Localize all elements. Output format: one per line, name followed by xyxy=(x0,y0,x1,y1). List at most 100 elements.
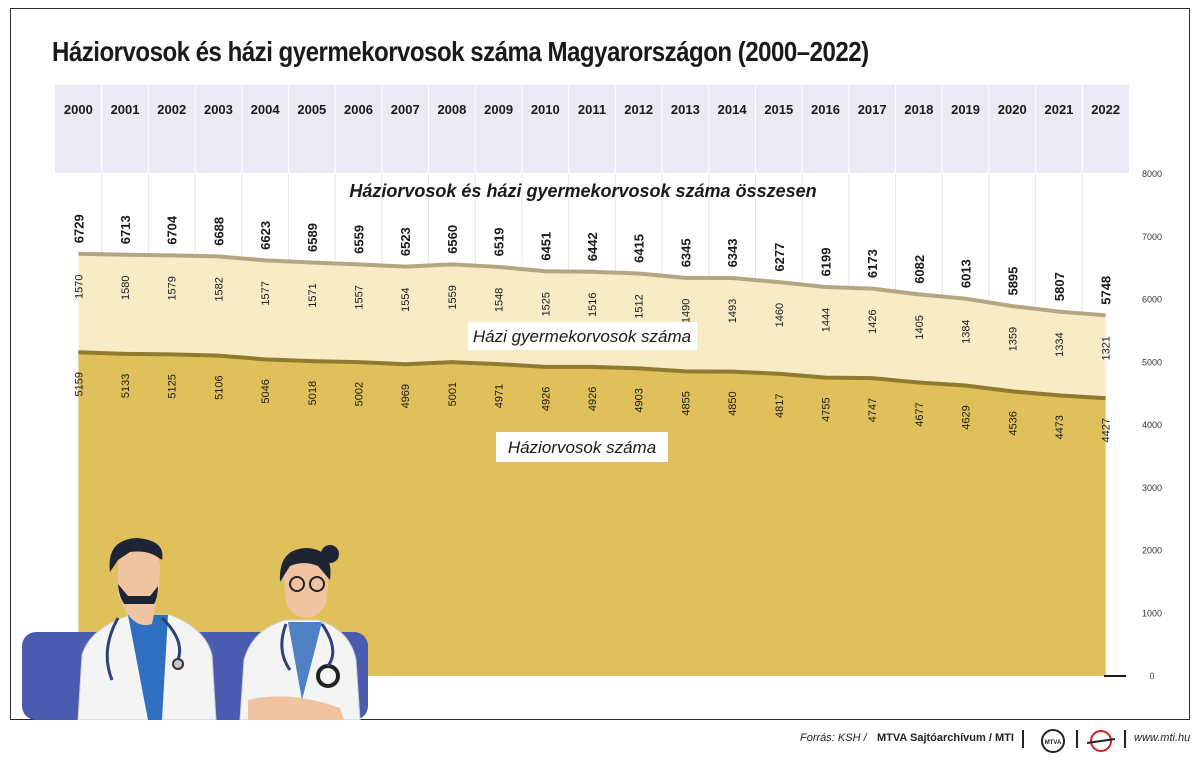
y-tick-label: 6000 xyxy=(1142,295,1162,305)
total-data-label: 6523 xyxy=(398,227,413,256)
gp-data-label: 4926 xyxy=(587,387,599,411)
year-label: 2013 xyxy=(671,102,700,117)
gp-label-box xyxy=(496,432,668,462)
year-label: 2018 xyxy=(904,102,933,117)
total-data-label: 6173 xyxy=(865,249,880,278)
total-data-label: 6442 xyxy=(585,232,600,261)
total-data-label: 6013 xyxy=(959,259,974,288)
pediatrician-data-label: 1426 xyxy=(867,309,879,333)
pediatrician-data-label: 1321 xyxy=(1101,336,1113,360)
year-label: 2000 xyxy=(64,102,93,117)
year-label: 2007 xyxy=(391,102,420,117)
gp-data-label: 4850 xyxy=(727,391,739,415)
website-link[interactable]: www.mti.hu xyxy=(1134,732,1191,744)
year-label: 2015 xyxy=(764,102,793,117)
y-tick-label: 4000 xyxy=(1142,420,1162,430)
y-tick-label: 8000 xyxy=(1142,169,1162,179)
gp-data-label: 4971 xyxy=(494,384,506,408)
total-data-label: 6519 xyxy=(492,227,507,256)
total-data-label: 6729 xyxy=(71,214,86,243)
y-tick-label: 0 xyxy=(1149,671,1154,681)
mtva-logo: MTVA xyxy=(1041,729,1065,753)
mti-logo xyxy=(1086,730,1116,752)
total-data-label: 6623 xyxy=(258,221,273,250)
year-label: 2022 xyxy=(1091,102,1120,117)
source-prefix: Forrás: KSH / xyxy=(800,732,867,744)
gp-data-label: 4629 xyxy=(961,405,973,429)
gp-data-label: 4926 xyxy=(540,387,552,411)
total-data-label: 5895 xyxy=(1005,267,1020,296)
year-label: 2005 xyxy=(297,102,326,117)
year-label: 2016 xyxy=(811,102,840,117)
year-label: 2009 xyxy=(484,102,513,117)
gp-data-label: 5133 xyxy=(120,374,132,398)
pediatrician-data-label: 1460 xyxy=(774,303,786,327)
footer-separator xyxy=(1022,730,1024,748)
year-label: 2011 xyxy=(578,102,606,117)
pediatrician-data-label: 1490 xyxy=(680,299,692,323)
total-data-label: 6199 xyxy=(818,248,833,277)
chart-title: Háziorvosok és házi gyermekorvosok száma… xyxy=(52,36,869,67)
pediatrician-data-label: 1405 xyxy=(914,315,926,339)
pediatrician-data-label: 1571 xyxy=(307,283,319,307)
pediatrician-data-label: 1557 xyxy=(354,285,366,309)
gp-data-label: 4536 xyxy=(1007,411,1019,435)
doctors-illustration xyxy=(22,538,368,720)
total-data-label: 5748 xyxy=(1099,276,1114,305)
gp-data-label: 4969 xyxy=(400,384,412,408)
total-data-label: 6559 xyxy=(352,225,367,254)
total-data-label: 6589 xyxy=(305,223,320,252)
pediatrician-data-label: 1559 xyxy=(447,285,459,309)
y-tick-label: 2000 xyxy=(1142,546,1162,556)
total-data-label: 5807 xyxy=(1052,272,1067,301)
gp-data-label: 4473 xyxy=(1054,415,1066,439)
pediatrician-data-label: 1570 xyxy=(73,275,85,299)
y-axis-ticks: 0 1000 2000 3000 4000 5000 6000 7000 8000 xyxy=(1142,169,1162,681)
y-tick-label: 7000 xyxy=(1142,232,1162,242)
total-series-label: Háziorvosok és házi gyermekorvosok száma… xyxy=(349,181,816,201)
gp-data-label: 5001 xyxy=(447,382,459,406)
year-label: 2003 xyxy=(204,102,233,117)
gp-line xyxy=(78,350,1106,401)
y-tick-label: 3000 xyxy=(1142,483,1162,493)
gp-data-label: 5106 xyxy=(213,375,225,399)
total-data-label: 6713 xyxy=(118,215,133,244)
total-data-label: 6343 xyxy=(725,239,740,268)
source-archive: MTVA Sajtóarchívum / MTI xyxy=(877,732,1014,744)
pediatrician-data-label: 1580 xyxy=(120,276,132,300)
pediatrician-data-label: 1359 xyxy=(1007,327,1019,351)
year-label: 2004 xyxy=(251,102,281,117)
total-data-label: 6451 xyxy=(538,232,553,261)
series-labels: Háziorvosok és házi gyermekorvosok száma… xyxy=(349,181,817,462)
total-data-label: 6688 xyxy=(211,217,226,246)
gp-data-label: 5159 xyxy=(73,372,85,396)
total-data-label: 6277 xyxy=(772,243,787,272)
pediatrician-data-label: 1512 xyxy=(634,294,646,318)
pediatrician-data-label: 1579 xyxy=(167,276,179,300)
male-doctor-illustration xyxy=(77,538,217,720)
pediatrician-data-label: 1384 xyxy=(961,319,973,343)
year-label: 2012 xyxy=(624,102,653,117)
year-header-band xyxy=(55,85,1129,173)
gp-data-label: 4755 xyxy=(820,397,832,421)
footer-separator xyxy=(1124,730,1126,748)
pediatrician-data-label: 1493 xyxy=(727,299,739,323)
total-data-label: 6082 xyxy=(912,255,927,284)
year-label: 2006 xyxy=(344,102,373,117)
gp-data-label: 4855 xyxy=(680,391,692,415)
total-data-label: 6415 xyxy=(632,234,647,263)
year-label: 2002 xyxy=(157,102,186,117)
footer: Forrás: KSH / MTVA Sajtóarchívum / MTI M… xyxy=(800,728,1192,754)
gp-data-label: 4817 xyxy=(774,393,786,417)
year-label: 2017 xyxy=(858,102,887,117)
gp-data-label: 5046 xyxy=(260,379,272,403)
gp-data-label: 5002 xyxy=(354,382,366,406)
gp-data-label: 4427 xyxy=(1101,418,1113,442)
year-labels: 2000 2001 2002 2003 2004 2005 2006 2007 2008 2009… xyxy=(64,102,1120,117)
pediatrician-data-label: 1525 xyxy=(540,292,552,316)
series-lines xyxy=(78,251,1106,401)
pediatrician-data-label: 1516 xyxy=(587,293,599,317)
pediatrician-data-label: 1577 xyxy=(260,281,272,305)
gp-data-label: 4677 xyxy=(914,402,926,426)
stacked-areas xyxy=(78,253,1126,677)
